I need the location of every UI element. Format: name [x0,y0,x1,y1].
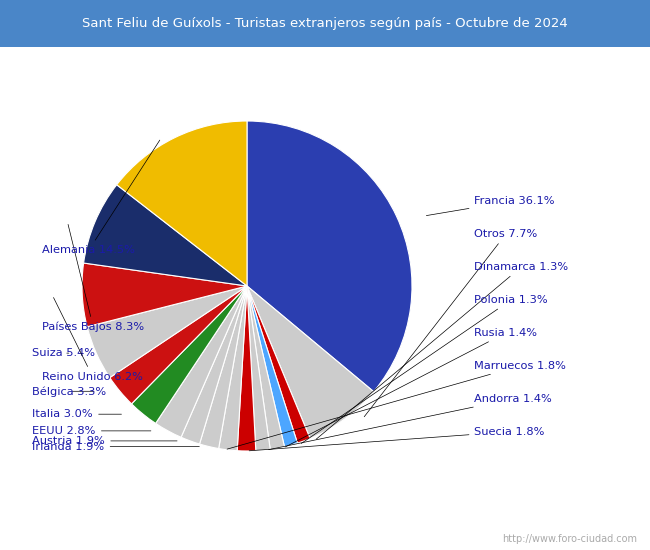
Wedge shape [82,263,247,327]
Text: Austria 1.9%: Austria 1.9% [32,436,177,446]
Wedge shape [181,286,247,444]
Wedge shape [200,286,247,449]
Text: Países Bajos 8.3%: Países Bajos 8.3% [42,224,144,333]
Wedge shape [110,286,247,404]
Text: Rusia 1.4%: Rusia 1.4% [285,328,538,447]
Wedge shape [131,286,247,424]
Wedge shape [155,286,247,437]
Text: Sant Feliu de Guíxols - Turistas extranjeros según país - Octubre de 2024: Sant Feliu de Guíxols - Turistas extranj… [82,17,568,30]
Text: Otros 7.7%: Otros 7.7% [364,229,538,417]
Text: Francia 36.1%: Francia 36.1% [426,196,555,216]
Wedge shape [247,286,298,447]
Wedge shape [247,286,310,443]
Text: Reino Unido 6.2%: Reino Unido 6.2% [42,298,143,382]
Wedge shape [247,286,374,438]
Wedge shape [218,286,247,450]
Text: Irlanda 1.9%: Irlanda 1.9% [32,442,200,452]
Wedge shape [117,121,247,286]
Text: Andorra 1.4%: Andorra 1.4% [268,394,552,450]
Text: http://www.foro-ciudad.com: http://www.foro-ciudad.com [502,535,637,544]
Wedge shape [247,286,285,449]
Text: Suecia 1.8%: Suecia 1.8% [249,427,545,451]
Wedge shape [247,121,412,392]
Text: Italia 3.0%: Italia 3.0% [32,409,122,419]
Text: EEUU 2.8%: EEUU 2.8% [32,426,151,436]
Text: Alemania 14.5%: Alemania 14.5% [42,140,160,255]
Wedge shape [87,286,247,378]
Text: Marruecos 1.8%: Marruecos 1.8% [227,361,566,449]
Text: Dinamarca 1.3%: Dinamarca 1.3% [317,262,569,439]
Text: Bélgica 3.3%: Bélgica 3.3% [32,386,107,397]
Wedge shape [84,185,247,286]
Text: Polonia 1.3%: Polonia 1.3% [302,295,548,443]
Wedge shape [237,286,256,451]
Wedge shape [247,286,270,451]
Text: Suiza 5.4%: Suiza 5.4% [32,348,96,358]
